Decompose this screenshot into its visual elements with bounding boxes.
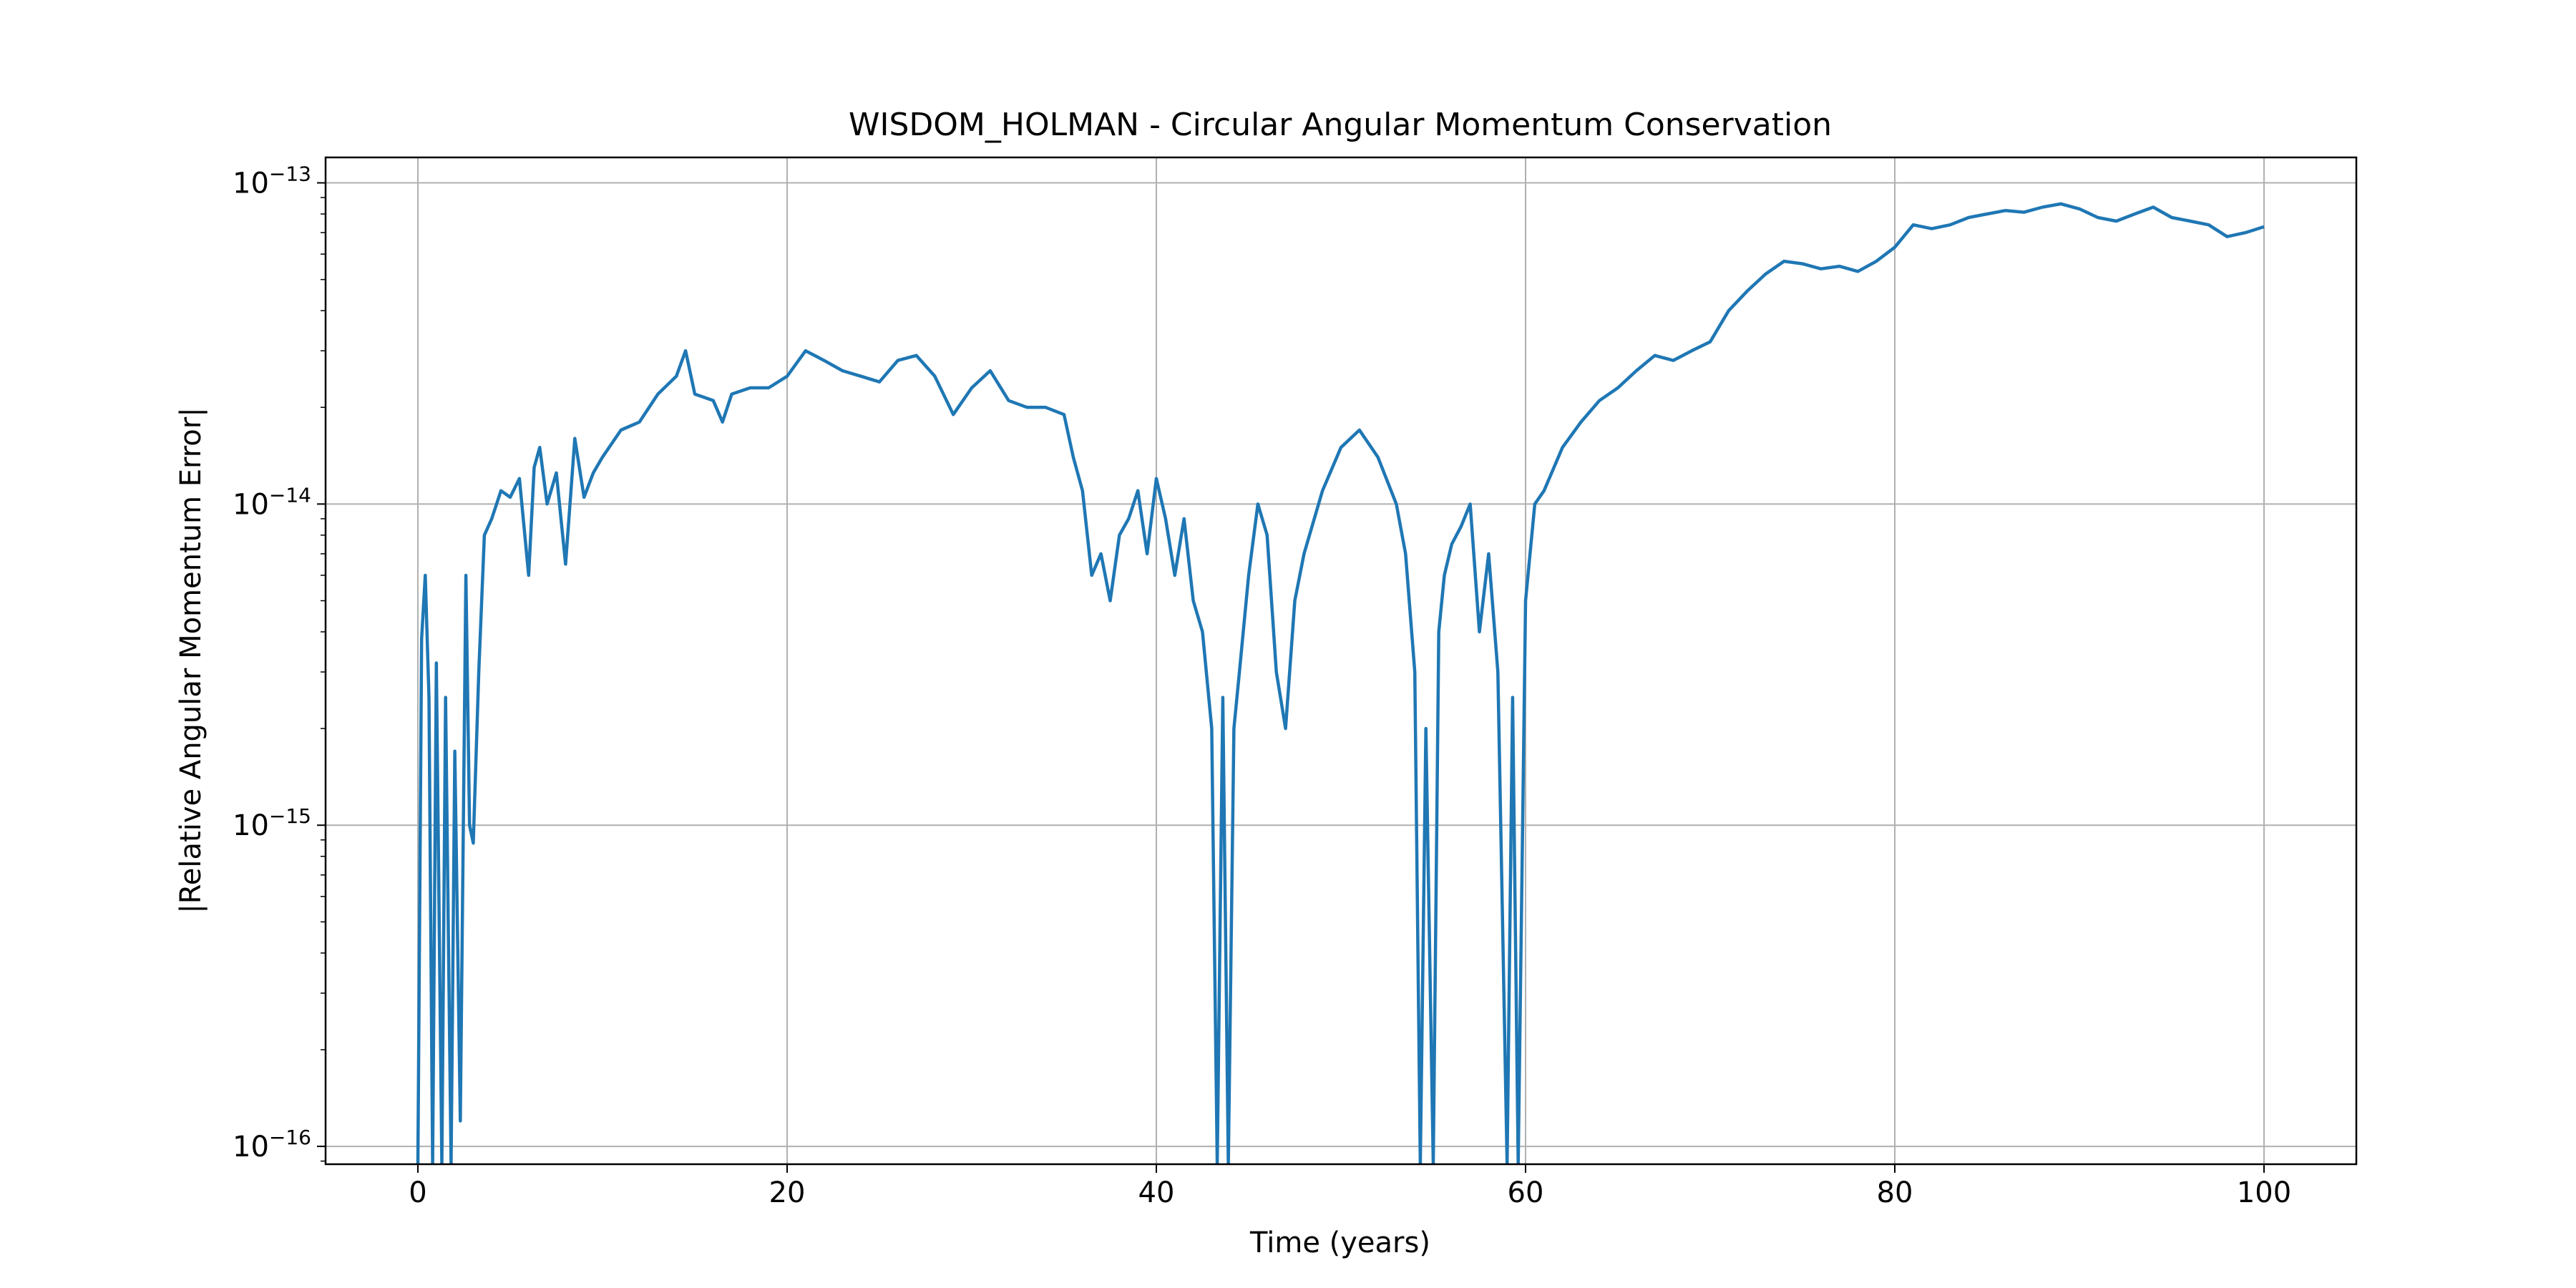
y-tick-exponent: −16 [269, 1126, 311, 1149]
plot-frame [324, 156, 2358, 1166]
y-tick-label: 10−13 [233, 162, 311, 200]
x-tick-label: 80 [1877, 1176, 1913, 1209]
y-tick-exponent: −14 [269, 483, 311, 507]
y-tick-label: 10−15 [233, 804, 311, 842]
y-tick-base: 10 [233, 809, 269, 842]
x-tick-label: 20 [769, 1176, 806, 1209]
x-tick-label: 100 [2237, 1176, 2291, 1209]
y-tick-base: 10 [233, 167, 269, 200]
x-tick-label: 0 [409, 1176, 426, 1209]
y-tick-exponent: −13 [269, 162, 311, 186]
series-line [416, 202, 2265, 1164]
x-tick-label: 40 [1138, 1176, 1175, 1209]
y-axis-label: |Relative Angular Momentum Error| [175, 407, 208, 913]
grid [326, 157, 2356, 1164]
x-tick-label: 60 [1508, 1176, 1544, 1209]
y-tick-exponent: −15 [269, 804, 311, 828]
y-tick-base: 10 [233, 488, 269, 521]
y-tick-label: 10−14 [233, 483, 311, 521]
y-tick-label: 10−16 [233, 1126, 311, 1163]
x-axis-label: Time (years) [1249, 1226, 1430, 1259]
chart-title: WISDOM_HOLMAN - Circular Angular Momentu… [849, 107, 1832, 143]
y-tick-base: 10 [233, 1131, 269, 1163]
series-layer [416, 202, 2265, 1164]
